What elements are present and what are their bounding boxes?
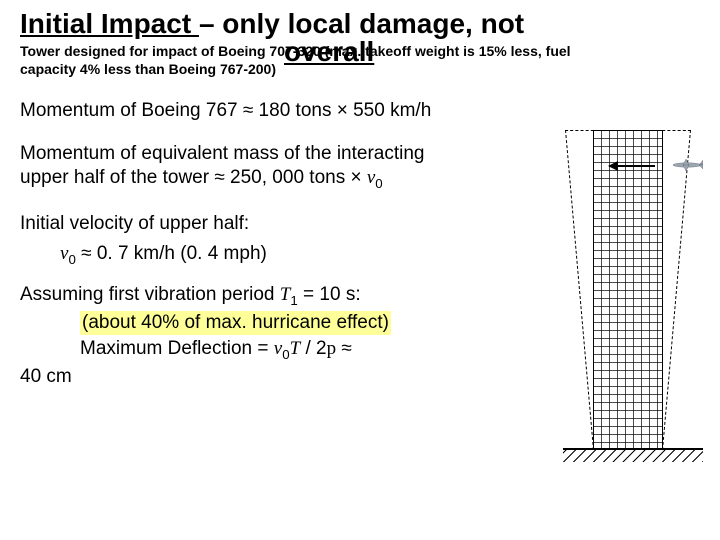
defl-v: v (274, 338, 282, 359)
tower-grid (593, 130, 663, 450)
impact-arrow-icon (609, 165, 655, 167)
v0-value: ≈ 0. 7 km/h (0. 4 mph) (76, 243, 267, 264)
initial-velocity-label: Initial velocity of upper half: (20, 212, 450, 236)
v0-sub2: 0 (68, 252, 75, 267)
ground-hatches (563, 450, 703, 462)
period-assumption: Assuming first vibration period T1 = 10 … (20, 283, 450, 309)
slide-title: Initial Impact – only local damage, not (20, 8, 700, 40)
momentum-tower: Momentum of equivalent mass of the inter… (20, 142, 450, 192)
v0-sub: 0 (375, 176, 382, 191)
T-sub: 1 (290, 292, 297, 307)
period-post: = 10 s: (298, 284, 361, 305)
title-underlined: Initial Impact (20, 8, 199, 39)
period-pre: Assuming first vibration period (20, 284, 280, 305)
ground-hatch-icon (563, 448, 703, 462)
subtitle: Tower designed for impact of Boeing 707-… (20, 42, 600, 78)
T-var: T (280, 284, 291, 305)
defl-T: T (290, 338, 301, 359)
airplane-icon (669, 158, 703, 177)
tower-diagram (473, 110, 708, 470)
defl-label: Maximum Deflection = (80, 338, 274, 359)
defl-approx: ≈ (336, 338, 352, 359)
defl-div: / 2 (300, 338, 326, 359)
momentum-767: Momentum of Boeing 767 ≈ 180 tons × 550 … (20, 99, 450, 123)
initial-velocity-value: v0 ≈ 0. 7 km/h (0. 4 mph) (60, 242, 490, 268)
hurricane-highlight: (about 40% of max. hurricane effect) (80, 311, 391, 335)
defl-pi: p (327, 338, 337, 359)
title-rest: – only local damage, not (199, 8, 524, 39)
defl-v-sub: 0 (282, 347, 289, 362)
momentum-tower-text: Momentum of equivalent mass of the inter… (20, 143, 424, 188)
